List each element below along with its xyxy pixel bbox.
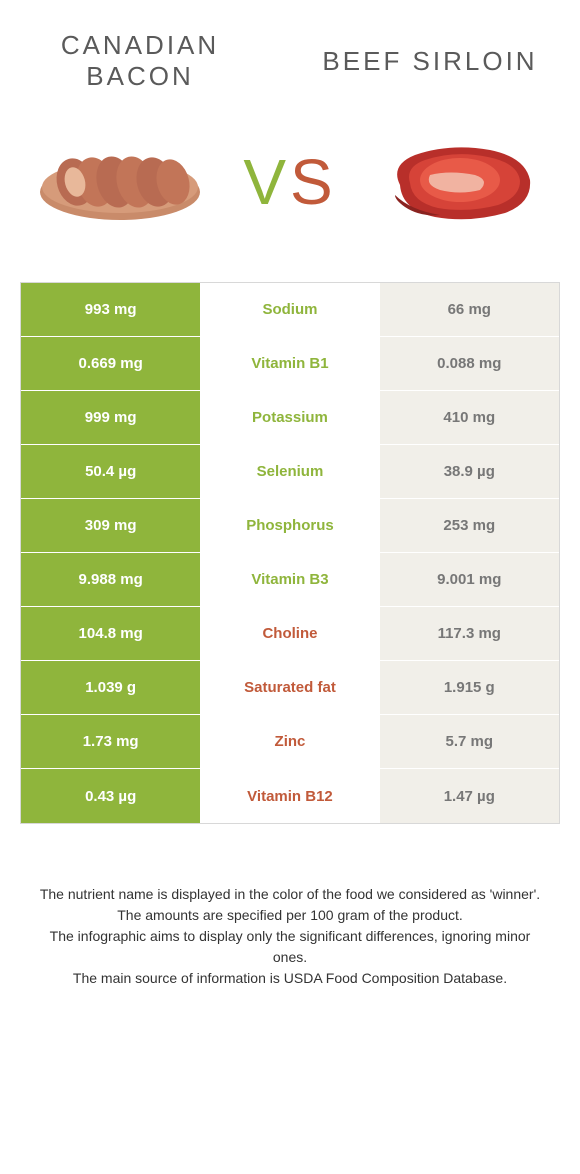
left-value-cell: 993 mg [21,283,200,336]
right-value-cell: 1.47 µg [380,769,559,823]
nutrient-name-cell: Sodium [200,283,379,336]
left-value-cell: 9.988 mg [21,553,200,606]
nutrient-name-cell: Phosphorus [200,499,379,552]
nutrient-name-cell: Zinc [200,715,379,768]
right-food-title: BEEF SIRLOIN [320,46,540,77]
left-value-cell: 50.4 µg [21,445,200,498]
nutrient-name-cell: Vitamin B1 [200,337,379,390]
left-value-cell: 1.73 mg [21,715,200,768]
right-value-cell: 66 mg [380,283,559,336]
canadian-bacon-image [30,127,210,237]
left-value-cell: 104.8 mg [21,607,200,660]
footer-line: The amounts are specified per 100 gram o… [35,905,545,926]
right-value-cell: 253 mg [380,499,559,552]
vs-v: V [243,146,290,218]
table-row: 50.4 µgSelenium38.9 µg [21,445,559,499]
left-value-cell: 999 mg [21,391,200,444]
table-row: 0.669 mgVitamin B10.088 mg [21,337,559,391]
right-value-cell: 0.088 mg [380,337,559,390]
vs-s: S [290,146,337,218]
right-value-cell: 1.915 g [380,661,559,714]
footer-line: The main source of information is USDA F… [35,968,545,989]
footer-line: The infographic aims to display only the… [35,926,545,968]
nutrient-name-cell: Vitamin B3 [200,553,379,606]
table-row: 1.73 mgZinc5.7 mg [21,715,559,769]
vs-label: VS [243,145,336,219]
right-value-cell: 9.001 mg [380,553,559,606]
right-value-cell: 117.3 mg [380,607,559,660]
right-value-cell: 410 mg [380,391,559,444]
nutrient-name-cell: Selenium [200,445,379,498]
table-row: 1.039 gSaturated fat1.915 g [21,661,559,715]
right-value-cell: 5.7 mg [380,715,559,768]
table-row: 0.43 µgVitamin B121.47 µg [21,769,559,823]
nutrient-name-cell: Choline [200,607,379,660]
left-value-cell: 0.669 mg [21,337,200,390]
table-row: 993 mgSodium66 mg [21,283,559,337]
left-food-title: CANADIAN BACON [40,30,240,92]
images-row: VS [0,102,580,282]
header: CANADIAN BACON BEEF SIRLOIN [0,0,580,102]
table-row: 104.8 mgCholine117.3 mg [21,607,559,661]
nutrient-name-cell: Potassium [200,391,379,444]
left-value-cell: 0.43 µg [21,769,200,823]
comparison-table: 993 mgSodium66 mg0.669 mgVitamin B10.088… [20,282,560,824]
table-row: 9.988 mgVitamin B39.001 mg [21,553,559,607]
table-row: 999 mgPotassium410 mg [21,391,559,445]
right-value-cell: 38.9 µg [380,445,559,498]
nutrient-name-cell: Saturated fat [200,661,379,714]
left-value-cell: 1.039 g [21,661,200,714]
left-value-cell: 309 mg [21,499,200,552]
nutrient-name-cell: Vitamin B12 [200,769,379,823]
footer-notes: The nutrient name is displayed in the co… [0,824,580,989]
beef-sirloin-image [370,127,550,237]
table-row: 309 mgPhosphorus253 mg [21,499,559,553]
footer-line: The nutrient name is displayed in the co… [35,884,545,905]
